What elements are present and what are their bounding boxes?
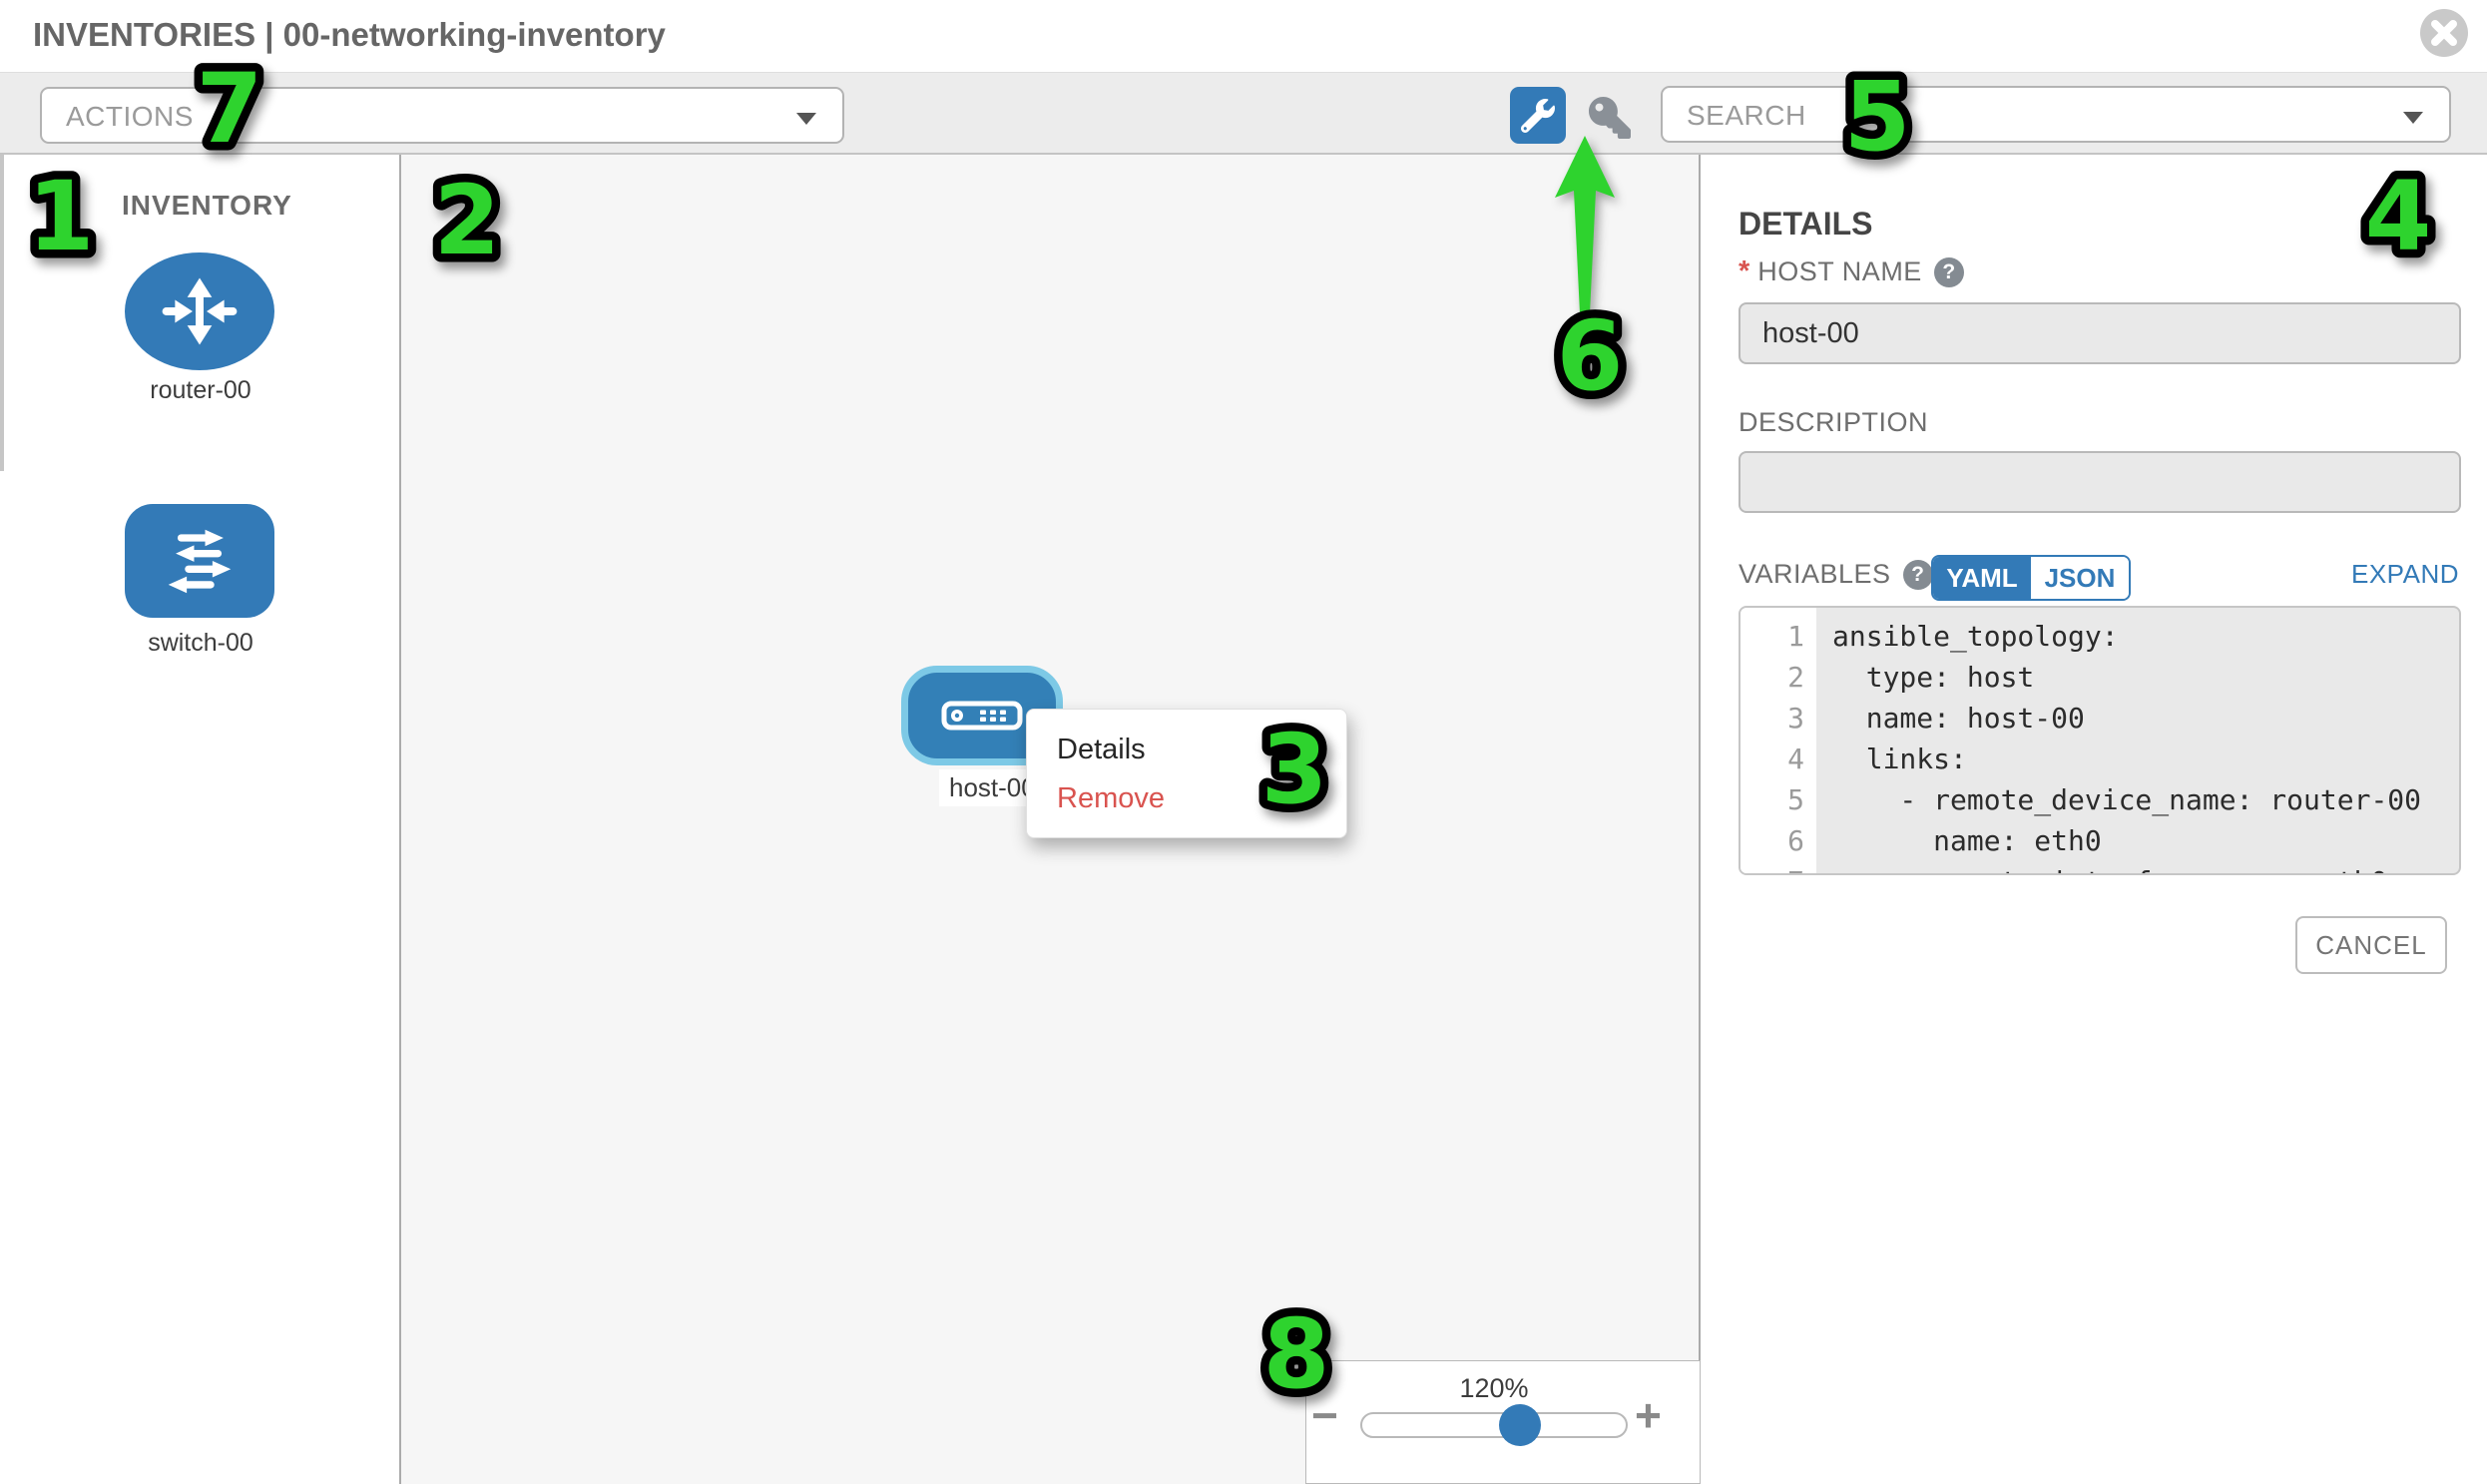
configure-button[interactable] — [1510, 87, 1566, 144]
code-line: 1 ansible_topology: — [1741, 616, 2459, 657]
help-icon[interactable]: ? — [1902, 559, 1933, 590]
page-title: INVENTORIES | 00-networking-inventory — [33, 16, 666, 53]
code-line: 2 type: host — [1741, 657, 2459, 698]
search-dropdown-label: SEARCH — [1687, 100, 1806, 131]
line-text: ansible_topology: — [1832, 620, 2119, 653]
host-name-input[interactable] — [1739, 302, 2461, 364]
menu-item-details[interactable]: Details — [1057, 734, 1146, 765]
format-toggle: YAML JSON — [1931, 555, 2131, 601]
svg-text:8: 8 — [1263, 1298, 1330, 1407]
svg-text:3: 3 — [1261, 714, 1328, 822]
line-number: 5 — [1787, 783, 1804, 816]
line-number: 4 — [1787, 742, 1804, 775]
yaml-tab[interactable]: YAML — [1933, 557, 2031, 599]
annotation-8: 8 — [1254, 1295, 1338, 1407]
description-label: DESCRIPTION — [1739, 407, 1929, 437]
line-text: type: host — [1832, 661, 2035, 694]
code-line: 7 remote_interface_name: eth0 — [1741, 861, 2459, 873]
key-icon — [1589, 97, 1631, 139]
header: INVENTORIES | 00-networking-inventory — [0, 0, 2487, 72]
code-line: 3 name: host-00 — [1741, 698, 2459, 739]
zoom-slider-thumb[interactable] — [1499, 1404, 1541, 1446]
close-button[interactable] — [2417, 6, 2471, 60]
wrench-icon — [1521, 98, 1555, 133]
sidebar-title: INVENTORY — [122, 190, 292, 221]
annotation-7: 7 — [188, 50, 271, 162]
details-title: DETAILS — [1739, 206, 1873, 242]
scrollbar-track — [0, 155, 4, 471]
code-line: 5 - remote_device_name: router-00 — [1741, 779, 2459, 820]
host-name-label-row: * HOST NAME ? — [1739, 255, 1964, 288]
code-lines: 1 ansible_topology: 2 type: host 3 name:… — [1741, 616, 2459, 873]
json-tab[interactable]: JSON — [2031, 557, 2129, 599]
line-text: links: — [1832, 742, 1967, 775]
description-label-row: DESCRIPTION — [1739, 407, 1928, 438]
line-text: name: eth0 — [1832, 824, 2102, 857]
line-number: 6 — [1787, 824, 1804, 857]
actions-dropdown[interactable]: ACTIONS — [40, 87, 844, 144]
router-icon — [162, 277, 238, 345]
code-line: 4 links: — [1741, 739, 2459, 779]
annotation-4: 4 — [2356, 158, 2440, 269]
annotation-5: 5 — [1835, 58, 1919, 170]
svg-text:2: 2 — [434, 165, 501, 273]
annotation-arrow — [1555, 136, 1615, 313]
annotation-2: 2 — [425, 162, 509, 273]
editor-gutter — [1741, 608, 1816, 873]
line-number: 3 — [1787, 702, 1804, 735]
zoom-out-button[interactable]: − — [1311, 1389, 1338, 1441]
required-indicator: * — [1739, 255, 1750, 287]
switch-icon — [168, 529, 232, 594]
annotation-6: 6 — [1548, 297, 1632, 409]
svg-text:5: 5 — [1844, 61, 1911, 170]
close-icon — [2420, 9, 2468, 57]
zoom-level: 120% — [1459, 1373, 1529, 1403]
host-name-label: HOST NAME — [1757, 256, 1922, 286]
menu-item-remove[interactable]: Remove — [1057, 782, 1165, 814]
variables-editor[interactable]: 1 ansible_topology: 2 type: host 3 name:… — [1739, 606, 2461, 875]
svg-text:1: 1 — [28, 161, 95, 269]
zoom-in-button[interactable]: + — [1635, 1389, 1662, 1441]
line-number: 1 — [1787, 620, 1804, 653]
description-input[interactable] — [1739, 451, 2461, 513]
help-icon[interactable]: ? — [1933, 256, 1964, 287]
svg-text:6: 6 — [1557, 300, 1624, 409]
key-button[interactable] — [1585, 96, 1635, 140]
search-dropdown[interactable]: SEARCH — [1661, 86, 2451, 143]
chevron-down-icon — [2403, 112, 2423, 124]
annotation-1: 1 — [19, 158, 103, 269]
expand-link[interactable]: EXPAND — [2351, 559, 2459, 589]
variables-label-row: VARIABLES ? — [1739, 559, 1933, 590]
palette-item-router[interactable] — [125, 252, 274, 370]
palette-item-label: router-00 — [150, 376, 251, 404]
variables-label: VARIABLES — [1739, 559, 1891, 589]
cancel-button[interactable]: CANCEL — [2295, 916, 2447, 974]
palette-item-switch[interactable] — [125, 504, 274, 618]
svg-text:4: 4 — [2365, 161, 2432, 269]
line-text: - remote_device_name: router-00 — [1832, 783, 2422, 816]
annotation-3: 3 — [1252, 711, 1336, 822]
context-menu: Details Remove — [1026, 709, 1347, 838]
line-text: name: host-00 — [1832, 702, 2085, 735]
code-line: 6 name: eth0 — [1741, 820, 2459, 861]
line-number: 7 — [1741, 861, 1816, 873]
zoom-slider-track[interactable] — [1360, 1412, 1628, 1438]
line-text: remote_interface_name: eth0 — [1816, 861, 2387, 873]
chevron-down-icon — [796, 113, 816, 125]
inventory-sidebar — [0, 155, 401, 1484]
actions-dropdown-label: ACTIONS — [66, 101, 194, 132]
host-icon — [941, 701, 1023, 731]
line-number: 2 — [1787, 661, 1804, 694]
svg-text:7: 7 — [197, 53, 263, 162]
palette-item-label: switch-00 — [148, 629, 253, 657]
